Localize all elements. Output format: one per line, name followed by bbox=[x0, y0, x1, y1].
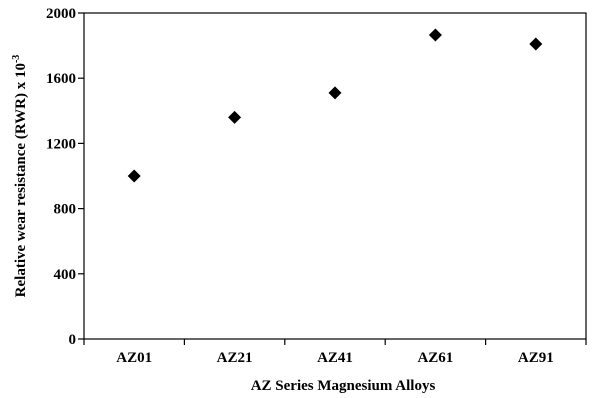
y-tick-label: 800 bbox=[54, 202, 77, 218]
x-tick-label: AZ21 bbox=[217, 350, 253, 366]
y-tick-label: 1600 bbox=[46, 71, 76, 87]
x-tick-label: AZ41 bbox=[317, 350, 353, 366]
x-tick-label: AZ01 bbox=[116, 350, 152, 366]
y-tick-label: 0 bbox=[69, 332, 77, 348]
data-point-az21 bbox=[228, 110, 242, 124]
y-axis-title-text: Relative wear resistance (RWR) x 10 bbox=[13, 63, 29, 297]
data-point-az41 bbox=[328, 86, 342, 100]
data-point-az01 bbox=[127, 169, 141, 183]
data-point-az61 bbox=[428, 28, 442, 42]
x-axis: AZ01 AZ21 AZ41 AZ61 AZ91 bbox=[83, 339, 587, 366]
y-axis-title: Relative wear resistance (RWR) x 10-3 bbox=[11, 55, 29, 298]
x-axis-title: AZ Series Magnesium Alloys bbox=[251, 378, 436, 394]
plot-border bbox=[83, 12, 587, 340]
y-axis-title-exponent: -3 bbox=[11, 55, 22, 63]
y-tick-label: 2000 bbox=[46, 6, 76, 22]
data-point-az91 bbox=[529, 37, 543, 51]
y-tick-label: 1200 bbox=[46, 136, 76, 152]
x-tick-label: AZ61 bbox=[417, 350, 453, 366]
y-axis: 0 400 800 1200 1600 2000 bbox=[46, 6, 84, 348]
y-tick-label: 400 bbox=[54, 267, 77, 283]
x-tick-label: AZ91 bbox=[518, 350, 554, 366]
data-points bbox=[127, 28, 543, 183]
plot-frame bbox=[83, 12, 587, 340]
